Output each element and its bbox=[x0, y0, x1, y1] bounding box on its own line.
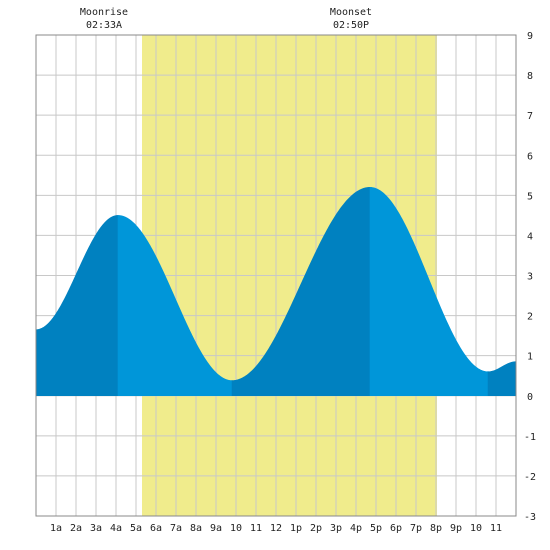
y-tick-label: 9 bbox=[527, 31, 533, 42]
tide-falling-segment bbox=[117, 215, 233, 397]
y-tick-label: 5 bbox=[527, 191, 533, 202]
y-tick-labels: -3 -2 -1 0 1 2 3 4 5 6 7 8 9 bbox=[524, 31, 536, 523]
x-tick-label: 11 bbox=[250, 523, 262, 534]
x-tick-label: 8a bbox=[190, 523, 202, 534]
tide-rising-segment bbox=[35, 215, 119, 397]
x-tick-label: 1p bbox=[290, 523, 302, 534]
x-tick-label: 12 bbox=[270, 523, 282, 534]
y-tick-label: -2 bbox=[524, 472, 536, 483]
x-tick-label: 4a bbox=[110, 523, 122, 534]
x-tick-label: 3p bbox=[330, 523, 342, 534]
y-tick-label: 2 bbox=[527, 312, 533, 323]
plot-frame bbox=[35, 34, 517, 517]
tide-area-layer bbox=[35, 187, 517, 397]
x-tick-label: 6a bbox=[150, 523, 162, 534]
moonset-label: Moonset bbox=[330, 7, 372, 18]
x-tick-label: 3a bbox=[90, 523, 102, 534]
y-tick-label: -3 bbox=[524, 512, 536, 523]
y-tick-label: 7 bbox=[527, 111, 533, 122]
x-tick-label: 5a bbox=[130, 523, 142, 534]
x-tick-label: 2p bbox=[310, 523, 322, 534]
x-tick-labels: 1a 2a 3a 4a 5a 6a 7a 8a 9a 10 11 12 1p 2p 3p 4p 5p 6p 7p 8p… bbox=[50, 523, 502, 534]
moonrise-time: 02:33A bbox=[86, 20, 122, 31]
y-tick-label: 3 bbox=[527, 272, 533, 283]
tide-rising-segment bbox=[231, 187, 371, 397]
y-tick-label: -1 bbox=[524, 432, 536, 443]
x-tick-label: 7a bbox=[170, 523, 182, 534]
tide-rising-segment bbox=[487, 361, 517, 397]
x-tick-label: 9a bbox=[210, 523, 222, 534]
y-tick-label: 1 bbox=[527, 352, 533, 363]
x-tick-label: 5p bbox=[370, 523, 382, 534]
x-tick-label: 9p bbox=[450, 523, 462, 534]
x-tick-label: 10 bbox=[230, 523, 242, 534]
y-tick-label: 4 bbox=[527, 231, 533, 242]
y-tick-label: 6 bbox=[527, 151, 533, 162]
x-tick-label: 7p bbox=[410, 523, 422, 534]
x-tick-label: 2a bbox=[70, 523, 82, 534]
x-tick-label: 11 bbox=[490, 523, 502, 534]
moonset-time: 02:50P bbox=[333, 20, 369, 31]
plot-frame-layer bbox=[35, 34, 517, 517]
moonrise-label: Moonrise bbox=[80, 7, 128, 18]
x-tick-label: 10 bbox=[470, 523, 482, 534]
tide-falling-segment bbox=[369, 187, 489, 397]
y-tick-label: 8 bbox=[527, 71, 533, 82]
x-tick-label: 6p bbox=[390, 523, 402, 534]
x-tick-label: 1a bbox=[50, 523, 62, 534]
y-tick-label: 0 bbox=[527, 392, 533, 403]
x-tick-label: 4p bbox=[350, 523, 362, 534]
x-tick-label: 8p bbox=[430, 523, 442, 534]
